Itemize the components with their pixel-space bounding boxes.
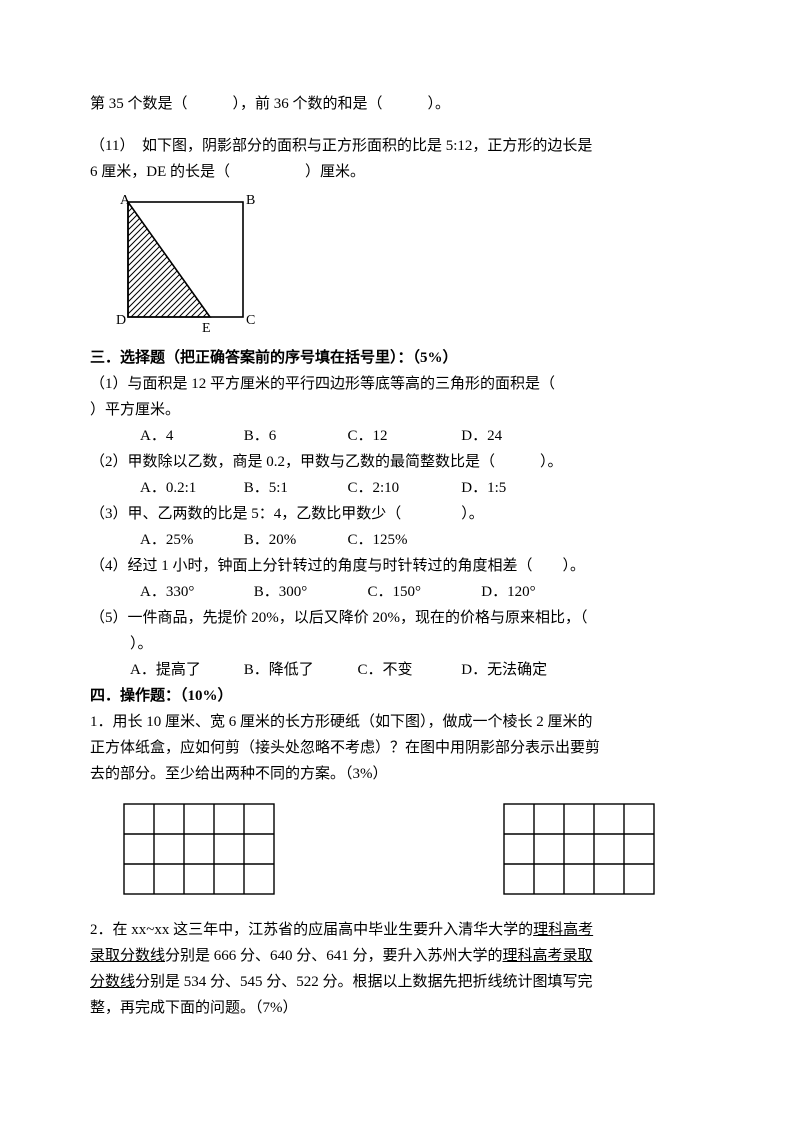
sec3-q5-options: A．提高了 B．降低了 C．不变 D．无法确定 (130, 658, 710, 682)
opt-q1-D: D．24 (461, 424, 551, 448)
q11-line2: 6 厘米，DE 的长是（ ）厘米。 (90, 160, 710, 184)
opt-q5-B: B．降低了 (244, 658, 354, 682)
sec4-q1b: 正方体纸盒，应如何剪（接头处忽略不考虑）？在图中用阴影部分表示出要剪 (90, 736, 710, 760)
sec4-q2-line2: 录取分数线分别是 666 分、640 分、641 分，要升入苏州大学的理科高考录… (90, 944, 710, 968)
opt-q4-D: D．120° (481, 580, 581, 604)
q11-figure: A B C D E (110, 188, 280, 338)
sec3-heading: 三．选择题（把正确答案前的序号填在括号里）：（5%） (90, 346, 710, 370)
sec3-q2-options: A．0.2:1 B．5:1 C．2:10 D．1:5 (140, 476, 710, 500)
sec3-q1-options: A．4 B．6 C．12 D．24 (140, 424, 710, 448)
sec3-q4-options: A．330° B．300° C．150° D．120° (140, 580, 710, 604)
grid-row (120, 800, 660, 900)
sec4-heading: 四．操作题：（10%） (90, 684, 710, 708)
opt-q5-A: A．提高了 (130, 658, 240, 682)
grid-left (120, 800, 280, 900)
sec4-q2-line3: 分数线分别是 534 分、545 分、522 分。根据以上数据先把折线统计图填写… (90, 970, 710, 994)
opt-q4-A: A．330° (140, 580, 250, 604)
label-E: E (202, 321, 211, 336)
opt-q3-A: A．25% (140, 528, 240, 552)
opt-q2-C: C．2:10 (348, 476, 458, 500)
opt-q5-C: C．不变 (358, 658, 458, 682)
sec3-q1a: （1）与面积是 12 平方厘米的平行四边形等底等高的三角形的面积是（ (90, 372, 710, 396)
label-D: D (116, 313, 126, 328)
opt-q4-C: C．150° (368, 580, 478, 604)
sec3-q5b: ）。 (130, 632, 710, 656)
label-A: A (120, 193, 131, 208)
opt-q5-D: D．无法确定 (461, 658, 581, 682)
label-B: B (246, 193, 255, 208)
sec4-q2-line1: 2．在 xx~xx 这三年中，江苏省的应届高中毕业生要升入清华大学的理科高考 (90, 918, 710, 942)
sec3-q3: （3）甲、乙两数的比是 5：4，乙数比甲数少（ ）。 (90, 502, 710, 526)
sec3-q4: （4）经过 1 小时，钟面上分针转过的角度与时针转过的角度相差（ ）。 (90, 554, 710, 578)
label-C: C (246, 313, 255, 328)
sec3-q1b: ）平方厘米。 (90, 398, 710, 422)
opt-q2-D: D．1:5 (461, 476, 551, 500)
sec3-q5a: （5）一件商品，先提价 20%，以后又降价 20%，现在的价格与原来相比，（ (90, 606, 710, 630)
sec4-q1c: 去的部分。至少给出两种不同的方案。（3%） (90, 762, 710, 786)
sec3-q3-options: A．25% B．20% C．125% (140, 528, 710, 552)
q11-line1: （11） 如下图，阴影部分的面积与正方形面积的比是 5:12，正方形的边长是 (90, 134, 710, 158)
opt-q2-A: A．0.2:1 (140, 476, 240, 500)
sec3-q2: （2）甲数除以乙数，商是 0.2，甲数与乙数的最简整数比是（ ）。 (90, 450, 710, 474)
q-pre-line: 第 35 个数是（ ），前 36 个数的和是（ ）。 (90, 92, 710, 116)
sec4-q2-line4: 整，再完成下面的问题。（7%） (90, 996, 710, 1020)
opt-q4-B: B．300° (254, 580, 364, 604)
opt-q1-C: C．12 (348, 424, 458, 448)
grid-right (500, 800, 660, 900)
opt-q3-C: C．125% (348, 528, 458, 552)
opt-q3-B: B．20% (244, 528, 344, 552)
opt-q2-B: B．5:1 (244, 476, 344, 500)
opt-q1-A: A．4 (140, 424, 240, 448)
opt-q1-B: B．6 (244, 424, 344, 448)
sec4-q1a: 1．用长 10 厘米、宽 6 厘米的长方形硬纸（如下图），做成一个棱长 2 厘米… (90, 710, 710, 734)
